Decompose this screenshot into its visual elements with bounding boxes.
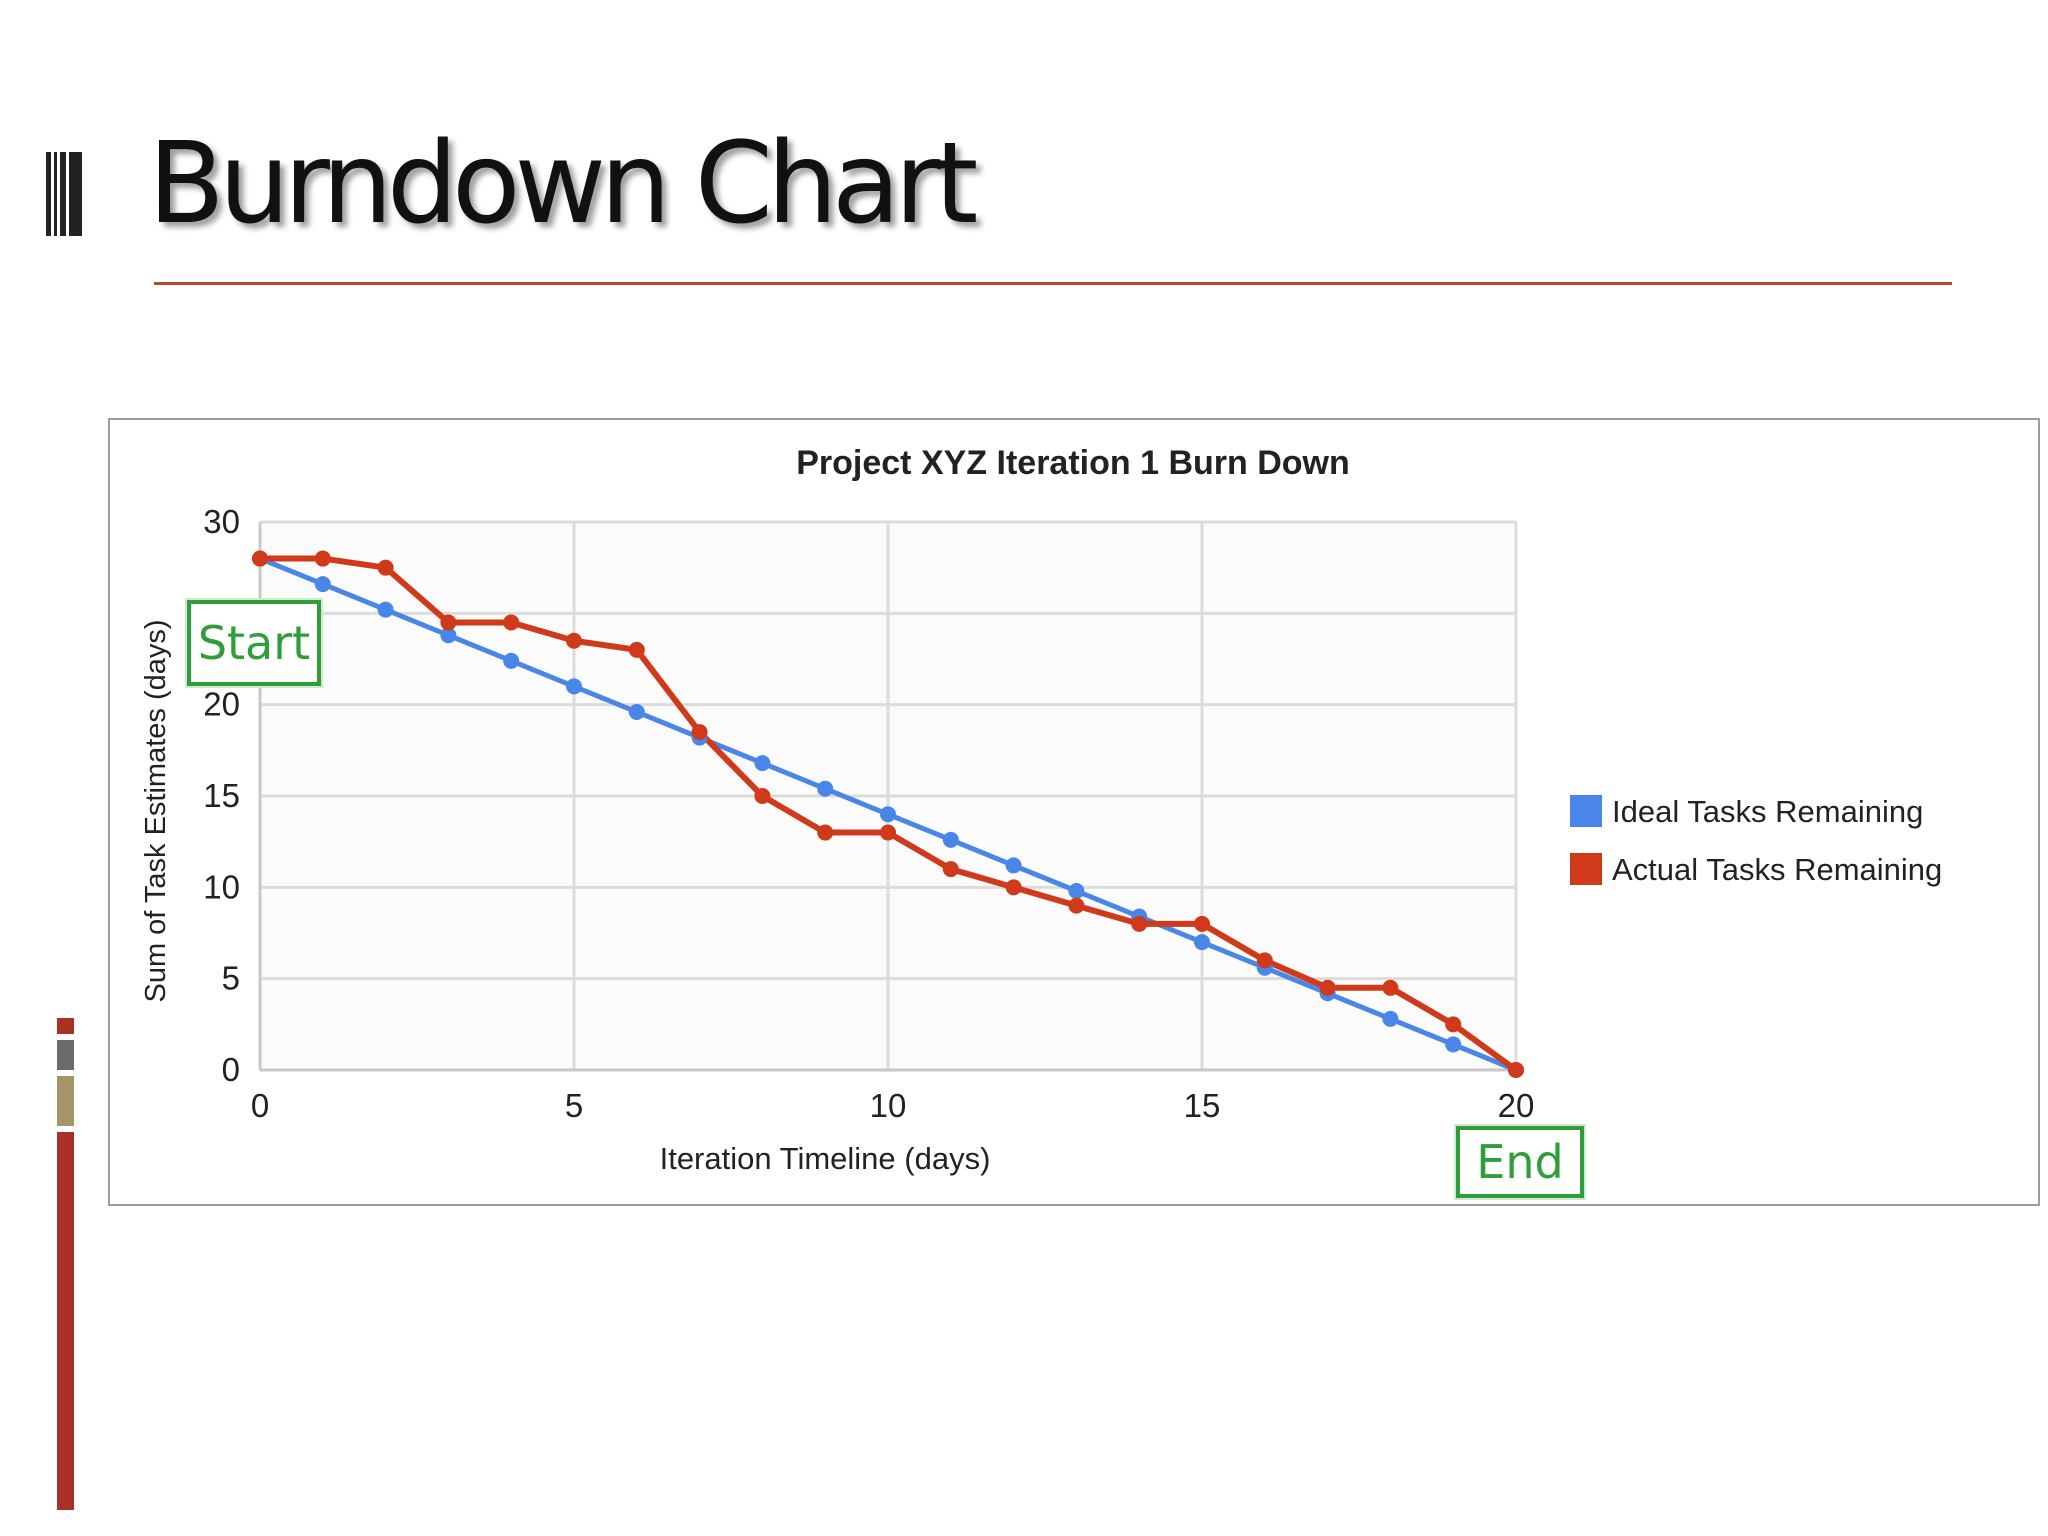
series-points	[252, 550, 1524, 1078]
actual-tasks-remaining-point	[1382, 979, 1399, 996]
x-tick-label: 10	[870, 1087, 907, 1124]
ideal-tasks-remaining-point	[880, 806, 896, 823]
ideal-tasks-remaining-point	[314, 576, 331, 593]
actual-tasks-remaining-point	[1005, 879, 1022, 896]
y-axis-label: Sum of Task Estimates (days)	[140, 619, 172, 1002]
chart-legend: Ideal Tasks Remaining Actual Tasks Remain…	[1570, 794, 1942, 887]
actual-tasks-remaining-point	[1068, 897, 1085, 914]
side-accent-block-3	[57, 1076, 74, 1126]
ideal-tasks-remaining-point	[440, 627, 457, 644]
actual-tasks-remaining-point	[1256, 952, 1273, 969]
ideal-tasks-remaining-point	[817, 780, 834, 797]
actual-tasks-remaining-point	[942, 861, 959, 878]
ideal-tasks-remaining-point	[1445, 1036, 1462, 1053]
ideal-tasks-remaining-point	[566, 678, 582, 695]
actual-tasks-remaining-point	[754, 788, 771, 804]
y-tick-label: 5	[222, 960, 240, 997]
ideal-tasks-remaining-legend-label: Ideal Tasks Remaining	[1612, 794, 1923, 829]
actual-tasks-remaining-point	[377, 559, 394, 576]
end-annotation: End	[1456, 1126, 1584, 1198]
ideal-tasks-remaining-point	[628, 703, 645, 720]
ideal-tasks-remaining-point	[754, 755, 771, 772]
actual-tasks-remaining-point	[628, 641, 645, 658]
x-tick-label: 0	[251, 1087, 269, 1124]
ideal-tasks-remaining-point	[1194, 934, 1210, 951]
chart-axes: 05101520253005101520	[203, 503, 1534, 1124]
y-tick-label: 15	[203, 777, 240, 814]
actual-tasks-remaining-point	[1445, 1016, 1462, 1033]
side-accent-block-4	[57, 1132, 74, 1510]
actual-tasks-remaining-point	[1194, 915, 1210, 932]
ideal-tasks-remaining-legend-swatch	[1570, 795, 1602, 827]
ideal-tasks-remaining-point	[942, 831, 959, 848]
actual-tasks-remaining-point	[314, 550, 331, 567]
actual-tasks-remaining-legend-swatch	[1570, 853, 1602, 885]
actual-tasks-remaining-point	[1319, 979, 1336, 996]
chart-grid	[258, 520, 1518, 1072]
y-tick-label: 20	[203, 686, 240, 723]
actual-tasks-remaining-point	[880, 824, 896, 841]
actual-tasks-remaining-point	[1131, 915, 1148, 932]
actual-tasks-remaining-point	[440, 614, 457, 631]
x-tick-label: 15	[1184, 1087, 1221, 1124]
actual-tasks-remaining-point	[566, 632, 582, 649]
actual-tasks-remaining-point	[817, 824, 834, 841]
x-tick-label: 5	[565, 1087, 583, 1124]
slide-title: Burndown Chart	[148, 119, 978, 249]
actual-tasks-remaining-point	[503, 614, 520, 631]
y-tick-label: 30	[203, 503, 240, 540]
ideal-tasks-remaining-point	[1068, 882, 1085, 899]
ideal-tasks-remaining-point	[503, 652, 520, 669]
y-tick-label: 0	[222, 1051, 240, 1088]
x-axis-label: Iteration Timeline (days)	[660, 1141, 991, 1176]
burndown-chart: 05101520253005101520 Project XYZ Iterati…	[140, 444, 1942, 1176]
start-annotation: Start	[187, 600, 321, 686]
actual-tasks-remaining-point	[252, 550, 268, 567]
x-tick-label: 20	[1498, 1087, 1535, 1124]
ideal-tasks-remaining-point	[1005, 857, 1022, 874]
chart-title: Project XYZ Iteration 1 Burn Down	[796, 444, 1350, 482]
y-tick-label: 10	[203, 868, 240, 905]
ideal-tasks-remaining-point	[377, 601, 394, 618]
side-accent-block-1	[57, 1018, 74, 1034]
side-accent-block-2	[57, 1040, 74, 1070]
title-marker-icon	[46, 152, 82, 236]
actual-tasks-remaining-point	[1508, 1062, 1524, 1078]
actual-tasks-remaining-legend-label: Actual Tasks Remaining	[1612, 852, 1942, 887]
actual-tasks-remaining-point	[691, 724, 708, 741]
ideal-tasks-remaining-point	[1382, 1010, 1399, 1027]
title-divider	[154, 282, 1952, 285]
